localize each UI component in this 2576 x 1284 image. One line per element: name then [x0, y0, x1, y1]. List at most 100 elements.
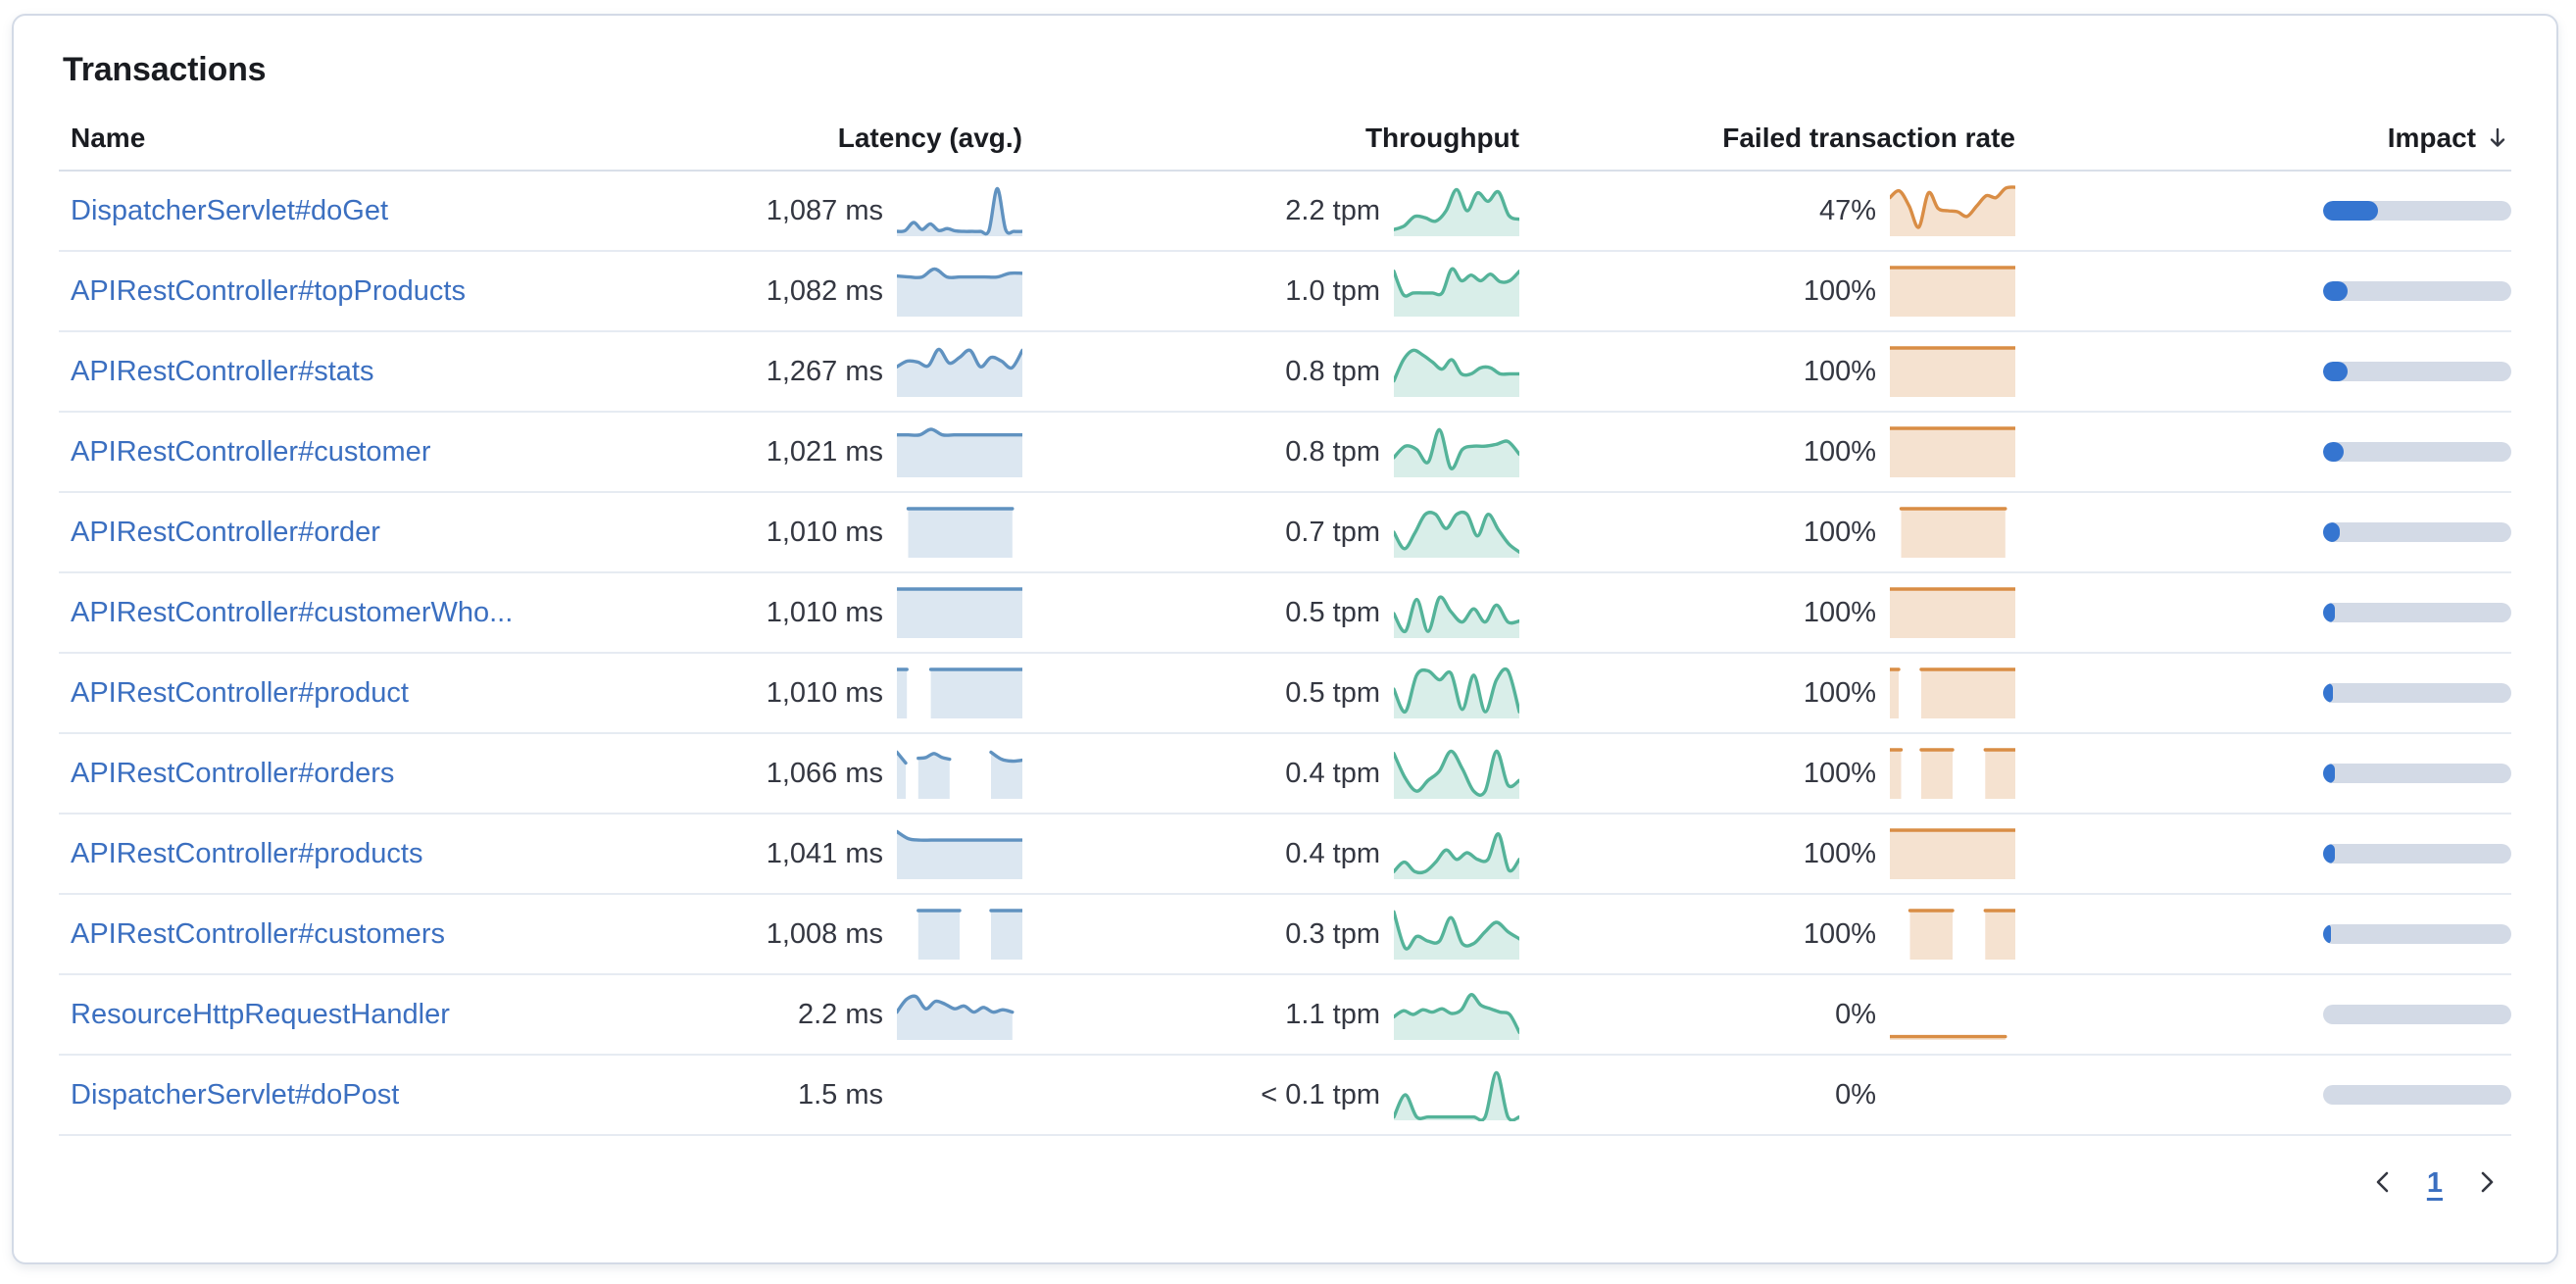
pagination: 1 — [59, 1158, 2511, 1210]
table-row: APIRestController#customer 1,021 ms 0.8 … — [59, 413, 2511, 493]
failed-rate-sparkline — [1890, 828, 2015, 879]
latency-sparkline — [897, 829, 1022, 879]
throughput-sparkline — [1394, 993, 1519, 1040]
impact-bar — [2323, 603, 2511, 622]
impact-bar-fill — [2323, 362, 2348, 381]
column-header-name[interactable]: Name — [71, 123, 146, 153]
column-header-failed-rate[interactable]: Failed transaction rate — [1722, 123, 2015, 153]
throughput-value: 1.0 tpm — [1285, 274, 1380, 307]
failed-rate-sparkline — [1890, 426, 2015, 477]
throughput-value: 0.8 tpm — [1285, 435, 1380, 468]
previous-page-button[interactable] — [2358, 1158, 2407, 1210]
failed-rate-value: 100% — [1803, 676, 1876, 709]
table-row: APIRestController#topProducts 1,082 ms 1… — [59, 252, 2511, 332]
throughput-sparkline — [1394, 348, 1519, 397]
latency-value: 1.5 ms — [797, 1078, 883, 1111]
transaction-name-link[interactable]: APIRestController#product — [71, 676, 409, 709]
table-row: DispatcherServlet#doPost 1.5 ms < 0.1 tp… — [59, 1056, 2511, 1136]
throughput-value: 0.5 tpm — [1285, 596, 1380, 628]
impact-bar-fill — [2323, 924, 2331, 944]
impact-bar-fill — [2323, 522, 2341, 542]
latency-sparkline — [906, 507, 1015, 558]
latency-sparkline — [897, 1068, 1022, 1121]
impact-bar-fill — [2323, 603, 2335, 622]
transaction-name-link[interactable]: APIRestController#orders — [71, 757, 395, 789]
failed-rate-value: 100% — [1803, 435, 1876, 468]
latency-value: 1,087 ms — [766, 194, 883, 226]
sort-desc-arrow-icon — [2484, 124, 2511, 152]
chevron-left-icon — [2368, 1167, 2398, 1200]
latency-value: 1,041 ms — [766, 837, 883, 869]
transaction-name-link[interactable]: APIRestController#customers — [71, 917, 445, 950]
transaction-name-link[interactable]: DispatcherServlet#doPost — [71, 1078, 400, 1111]
impact-bar — [2323, 362, 2511, 381]
latency-value: 1,010 ms — [766, 596, 883, 628]
latency-value: 1,010 ms — [766, 516, 883, 548]
impact-bar — [2323, 1085, 2511, 1105]
latency-sparkline — [897, 994, 1015, 1040]
failed-rate-value: 47% — [1818, 194, 1876, 226]
throughput-sparkline — [1394, 595, 1519, 638]
failed-rate-value: 0% — [1835, 1078, 1876, 1111]
next-page-button[interactable] — [2462, 1158, 2511, 1210]
latency-value: 1,010 ms — [766, 676, 883, 709]
failed-rate-sparkline — [1890, 748, 2015, 799]
latency-value: 1,066 ms — [766, 757, 883, 789]
transaction-name-link[interactable]: DispatcherServlet#doGet — [71, 194, 388, 226]
throughput-sparkline — [1394, 427, 1519, 477]
throughput-value: 2.2 tpm — [1285, 194, 1380, 226]
table-row: APIRestController#customerWho... 1,010 m… — [59, 573, 2511, 654]
throughput-value: 0.3 tpm — [1285, 917, 1380, 950]
transaction-name-link[interactable]: APIRestController#customerWho... — [71, 596, 514, 628]
impact-bar — [2323, 1005, 2511, 1024]
transaction-name-link[interactable]: APIRestController#order — [71, 516, 380, 548]
latency-sparkline — [897, 750, 1022, 799]
latency-sparkline — [897, 347, 1022, 397]
transaction-name-link[interactable]: ResourceHttpRequestHandler — [71, 998, 450, 1030]
latency-value: 1,082 ms — [766, 274, 883, 307]
column-header-throughput[interactable]: Throughput — [1364, 123, 1519, 153]
failed-rate-value: 100% — [1803, 917, 1876, 950]
latency-sparkline — [897, 587, 1022, 638]
chevron-right-icon — [2472, 1167, 2502, 1200]
page-number-current[interactable]: 1 — [2426, 1167, 2443, 1199]
failed-rate-sparkline — [1899, 507, 2007, 558]
transactions-panel: Transactions Name Latency (avg.) Through… — [12, 14, 2558, 1264]
latency-sparkline — [916, 909, 1022, 960]
latency-sparkline — [897, 186, 1022, 236]
impact-bar — [2323, 201, 2511, 221]
table-row: APIRestController#customers 1,008 ms 0.3… — [59, 895, 2511, 975]
table-row: APIRestController#order 1,010 ms 0.7 tpm… — [59, 493, 2511, 573]
impact-bar — [2323, 683, 2511, 703]
failed-rate-value: 100% — [1803, 355, 1876, 387]
throughput-sparkline — [1394, 1070, 1519, 1121]
table-row: APIRestController#orders 1,066 ms 0.4 tp… — [59, 734, 2511, 815]
panel-title: Transactions — [63, 51, 267, 88]
failed-rate-sparkline — [1890, 1068, 2015, 1121]
latency-sparkline — [897, 667, 1022, 718]
transaction-name-link[interactable]: APIRestController#customer — [71, 435, 431, 468]
column-header-latency[interactable]: Latency (avg.) — [837, 123, 1022, 153]
latency-sparkline — [897, 267, 1022, 317]
impact-bar-fill — [2323, 281, 2348, 301]
latency-value: 1,267 ms — [766, 355, 883, 387]
table-row: APIRestController#products 1,041 ms 0.4 … — [59, 815, 2511, 895]
throughput-sparkline — [1394, 187, 1519, 236]
throughput-sparkline — [1394, 832, 1519, 879]
throughput-value: 0.7 tpm — [1285, 516, 1380, 548]
impact-bar — [2323, 844, 2511, 864]
failed-rate-sparkline — [1890, 346, 2015, 397]
transaction-name-link[interactable]: APIRestController#products — [71, 837, 423, 869]
table-header: Name Latency (avg.) Throughput Failed tr… — [59, 113, 2511, 172]
impact-bar-fill — [2323, 844, 2335, 864]
table-row: APIRestController#product 1,010 ms 0.5 t… — [59, 654, 2511, 734]
impact-bar-fill — [2323, 764, 2335, 783]
transaction-name-link[interactable]: APIRestController#topProducts — [71, 274, 466, 307]
failed-rate-value: 100% — [1803, 516, 1876, 548]
failed-rate-sparkline — [1890, 266, 2015, 317]
column-header-impact[interactable]: Impact — [2015, 123, 2511, 154]
throughput-value: < 0.1 tpm — [1261, 1078, 1380, 1111]
impact-bar-fill — [2323, 683, 2333, 703]
transaction-name-link[interactable]: APIRestController#stats — [71, 355, 374, 387]
impact-bar-fill — [2323, 201, 2378, 221]
